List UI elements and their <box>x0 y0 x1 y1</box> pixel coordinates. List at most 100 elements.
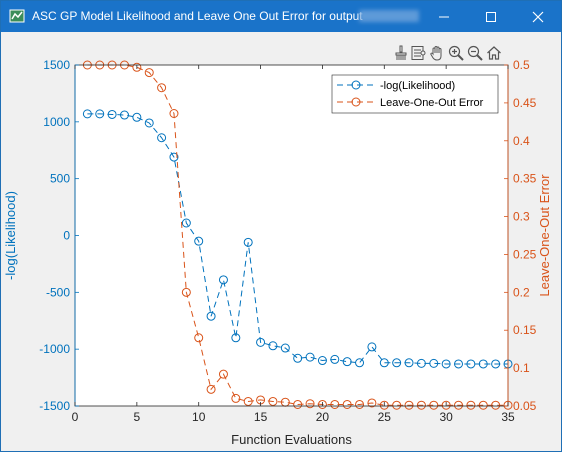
title-bar[interactable]: ASC GP Model Likelihood and Leave One Ou… <box>1 1 561 32</box>
y-tick-label-right: 0.2 <box>513 285 530 299</box>
data-point <box>355 399 365 409</box>
y-tick-label-right: 0.45 <box>513 96 537 110</box>
data-point <box>367 398 377 408</box>
zoom-out-button[interactable] <box>466 42 484 64</box>
y-tick-label-right: 0.35 <box>513 172 537 186</box>
data-point <box>157 83 167 93</box>
plot-area <box>75 65 508 406</box>
zoom-out-icon <box>467 45 483 61</box>
data-point <box>231 333 241 343</box>
data-point <box>491 400 501 410</box>
maximize-button[interactable] <box>468 1 514 32</box>
x-tick-label: 20 <box>316 410 330 424</box>
brush-button[interactable] <box>390 42 408 64</box>
y-tick-label-right: 0.5 <box>513 58 530 72</box>
y-tick-label-left: -500 <box>46 285 70 299</box>
x-tick-label: 0 <box>72 410 79 424</box>
data-point <box>194 333 204 343</box>
data-point <box>268 396 278 406</box>
data-point <box>293 353 303 363</box>
axes-toolbar <box>390 42 510 64</box>
x-axis-label: Function Evaluations <box>231 432 352 447</box>
minimize-icon <box>439 16 449 18</box>
data-point <box>416 358 426 368</box>
window-title: ASC GP Model Likelihood and Leave One Ou… <box>32 9 363 23</box>
data-point <box>157 133 167 143</box>
x-tick-label: 25 <box>378 410 392 424</box>
legend-label-loo: Leave-One-Out Error <box>380 97 484 109</box>
y-tick-label-left: 1000 <box>43 115 70 129</box>
matlab-figure-icon <box>9 9 25 23</box>
data-point <box>132 112 142 122</box>
data-point <box>95 109 105 119</box>
data-point <box>243 396 253 406</box>
data-point <box>441 400 451 410</box>
brush-icon <box>395 45 407 60</box>
data-point <box>206 311 216 321</box>
x-tick-label: 15 <box>254 410 268 424</box>
data-point <box>342 399 352 409</box>
data-point <box>268 341 278 351</box>
data-point <box>478 400 488 410</box>
data-point <box>330 354 340 364</box>
data-point <box>280 343 290 353</box>
y-tick-label-left: 0 <box>63 229 70 243</box>
data-point <box>466 359 476 369</box>
legend[interactable]: -log(Likelihood) Leave-One-Out Error <box>331 74 499 114</box>
data-point <box>491 359 501 369</box>
data-point <box>454 359 464 369</box>
y-axis-label-left: -log(Likelihood) <box>3 191 18 280</box>
x-tick-label: 30 <box>439 410 453 424</box>
data-point <box>330 399 340 409</box>
data-point <box>169 109 179 118</box>
data-point <box>392 400 402 410</box>
y-tick-label-right: 0.3 <box>513 210 530 224</box>
data-cursor-button[interactable] <box>409 42 427 64</box>
data-point <box>293 399 303 409</box>
y-tick-label-right: 0.4 <box>513 134 530 148</box>
data-point <box>317 356 327 366</box>
data-point <box>218 369 228 379</box>
y-tick-label-right: 0.05 <box>513 399 537 413</box>
data-point <box>119 110 129 120</box>
data-point <box>367 342 377 352</box>
redacted-text <box>359 10 419 22</box>
data-point <box>169 152 179 162</box>
data-point <box>379 400 389 410</box>
legend-label-likelihood: -log(Likelihood) <box>380 80 455 92</box>
legend-box <box>331 74 499 114</box>
zoom-in-icon <box>448 45 464 61</box>
data-point <box>317 399 327 409</box>
maximize-icon <box>486 12 496 22</box>
data-point <box>256 337 266 347</box>
data-point <box>454 400 464 410</box>
pan-button[interactable] <box>428 42 446 64</box>
data-point <box>392 358 402 368</box>
y-tick-label-left: 1500 <box>43 58 70 72</box>
home-button[interactable] <box>485 42 503 64</box>
chart: 0 5 10 15 20 25 30 35 1500 1000 500 0 -500 -1000 -1500… <box>3 58 552 447</box>
home-icon <box>487 46 501 60</box>
zoom-in-button[interactable] <box>447 42 465 64</box>
x-tick-label: 35 <box>501 410 515 424</box>
data-point <box>82 109 92 119</box>
data-point <box>466 400 476 410</box>
data-point <box>206 384 216 394</box>
minimize-button[interactable] <box>421 1 467 32</box>
data-point <box>144 68 154 78</box>
close-icon <box>532 11 544 23</box>
data-point <box>429 400 439 410</box>
x-tick-label: 10 <box>192 410 206 424</box>
data-point <box>181 287 191 297</box>
legend-marker-likelihood <box>351 80 361 90</box>
close-button[interactable] <box>515 1 561 32</box>
y-tick-label-left: -1000 <box>39 342 70 356</box>
ticks-layer: 0 5 10 15 20 25 30 35 1500 1000 500 0 -500 -1000 -1500… <box>39 58 536 424</box>
data-point <box>181 218 191 228</box>
data-point <box>355 358 365 368</box>
data-point <box>342 357 352 367</box>
data-cursor-icon <box>411 46 426 60</box>
data-point <box>404 358 414 368</box>
data-point <box>441 359 451 369</box>
